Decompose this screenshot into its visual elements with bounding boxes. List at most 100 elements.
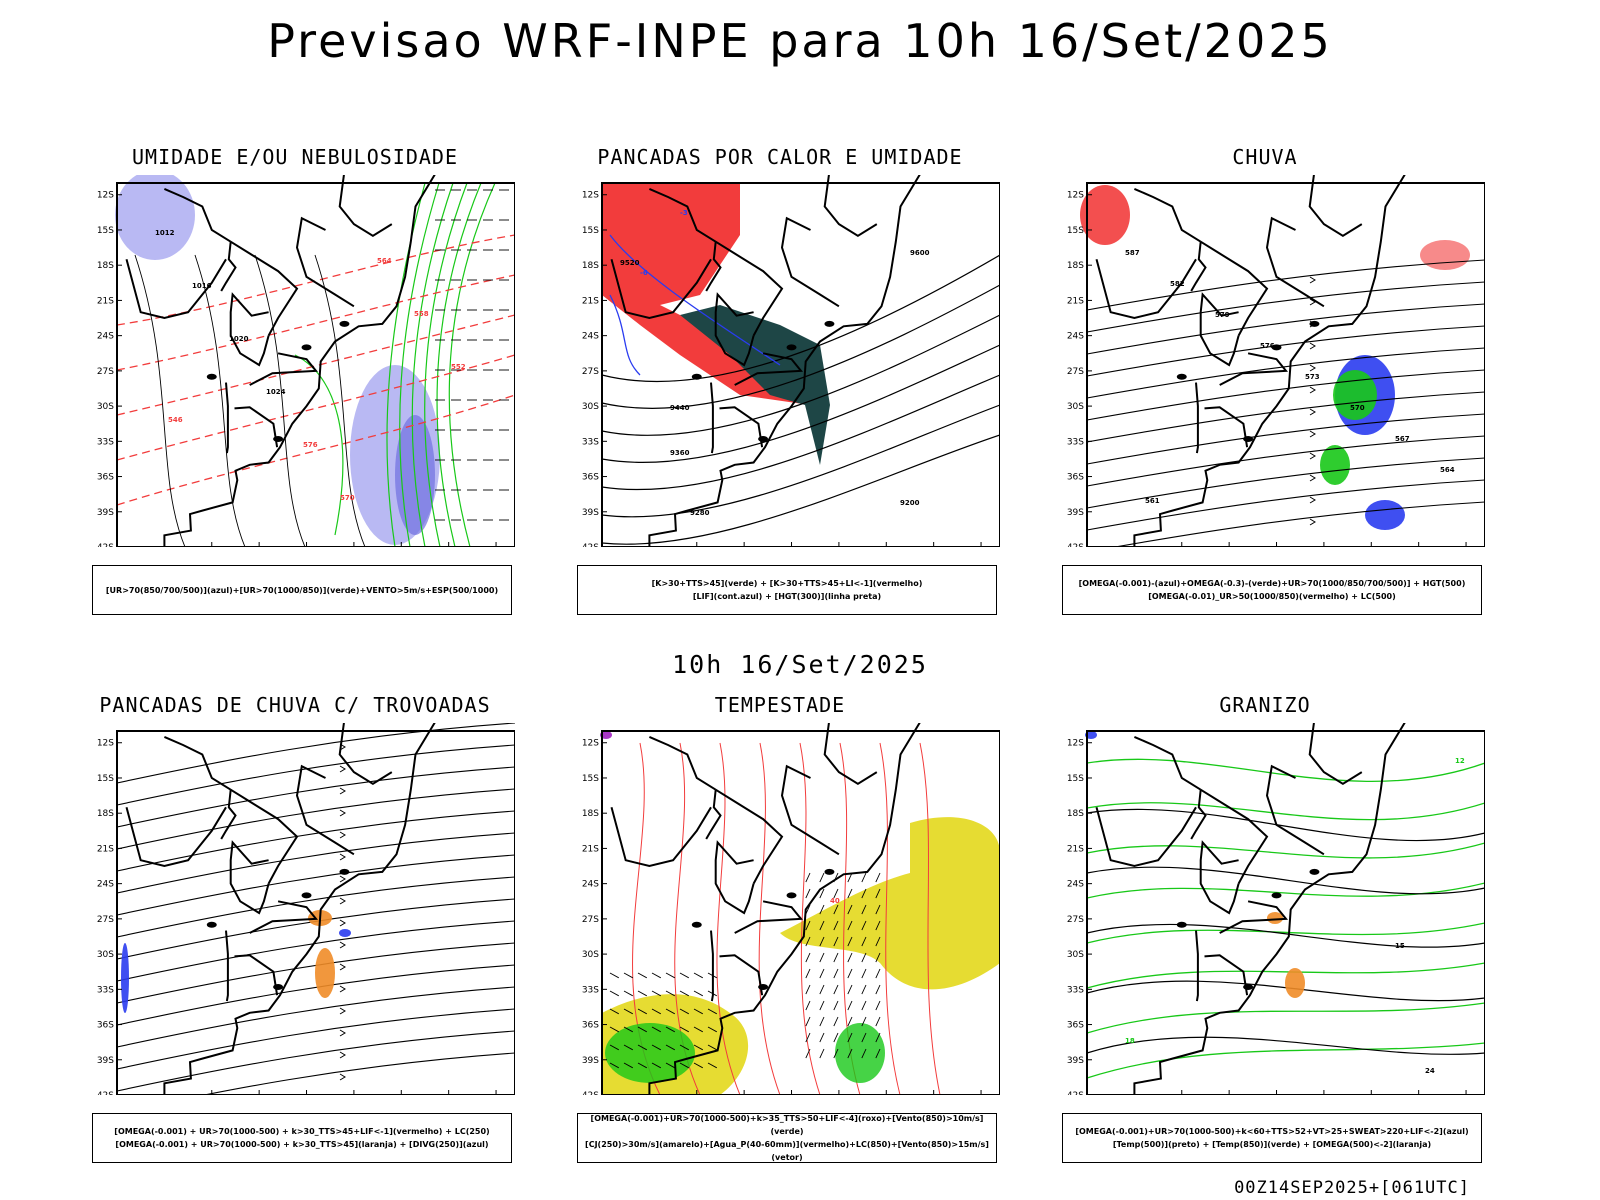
wind-vector	[833, 888, 839, 899]
lat-label: 27S	[1067, 915, 1084, 925]
precipitable-water-contour	[919, 742, 941, 1095]
contour-label: 567	[1395, 435, 1410, 443]
lat-label: 18S	[582, 809, 599, 819]
streamline-arrow	[1309, 474, 1316, 482]
country-border	[1134, 187, 1202, 243]
humidity-contour-green	[399, 182, 440, 547]
country-border	[710, 382, 714, 454]
wind-vector	[875, 936, 881, 947]
streamline	[1086, 413, 1485, 465]
lat-label: 42S	[97, 543, 114, 547]
contour-label: -6	[640, 269, 648, 277]
streamline	[1086, 325, 1485, 377]
streamline	[116, 788, 515, 850]
map-tempestade: 4012S15S18S21S24S27S30S33S36S39S42S70W65…	[582, 723, 1000, 1095]
wind-vector	[833, 1016, 839, 1027]
wind-vector	[819, 1048, 825, 1059]
country-border	[649, 187, 717, 243]
country-border	[1200, 240, 1269, 337]
streamline	[116, 1008, 515, 1070]
lat-label: 36S	[582, 473, 599, 483]
wind-vector	[819, 1000, 825, 1011]
lat-label: 24S	[97, 880, 114, 890]
country-border	[715, 788, 784, 885]
lake-marker	[206, 373, 217, 380]
streamline-arrow	[1309, 342, 1316, 350]
country-border	[234, 406, 279, 448]
lake-marker	[786, 344, 797, 351]
streamline	[1086, 369, 1485, 421]
lat-label: 39S	[582, 1056, 599, 1066]
country-border	[1195, 930, 1199, 1002]
temp-500-contour	[1086, 1036, 1485, 1055]
lat-label: 27S	[97, 915, 114, 925]
pressure-isobar	[254, 254, 306, 547]
country-border	[338, 723, 393, 785]
contour-label: 558	[414, 310, 429, 318]
lake-marker	[1243, 435, 1254, 442]
streamline	[1086, 391, 1485, 443]
wind-vector	[805, 936, 811, 947]
wind-vector	[805, 1000, 811, 1011]
panel-legend: [OMEGA(-0.001) + UR>70(1000-500) + k>30_…	[92, 1113, 512, 1163]
coastline	[648, 723, 921, 1095]
precipitable-water-contour	[879, 742, 901, 1095]
country-border	[823, 175, 878, 237]
coastline	[1133, 723, 1406, 1095]
wind-vector	[819, 984, 825, 995]
country-border	[230, 240, 299, 337]
height-contour-300	[601, 284, 1000, 409]
lat-label: 30S	[97, 950, 114, 960]
contour-label: 561	[1145, 497, 1160, 505]
divergence-area-blue	[121, 943, 129, 1013]
divergence-area-blue	[339, 929, 351, 937]
panel-tempestade: TEMPESTADE 40 12S 15S 18S 21S 24S 27S 30S 33S 36S…	[545, 693, 1015, 1173]
lat-label: 24S	[1067, 880, 1084, 890]
lat-label: 42S	[582, 543, 599, 547]
country-border	[823, 723, 878, 785]
lat-label: 33S	[97, 985, 114, 995]
map-background	[1087, 731, 1485, 1095]
streamline-arrow	[339, 897, 346, 905]
streamline-arrow	[339, 941, 346, 949]
humidity-contour-green	[424, 182, 468, 547]
lat-label: 30S	[1067, 950, 1084, 960]
coastline	[163, 175, 436, 547]
panel-chuva: CHUVA 587 582 579 576 573 570 567 564 561 12S 15S 1…	[1030, 145, 1500, 625]
streamline	[116, 832, 515, 894]
lat-label: 21S	[97, 296, 114, 306]
streamline-arrow	[339, 985, 346, 993]
wind-vector	[693, 1044, 703, 1051]
lake-marker	[786, 892, 797, 899]
panel-granizo: GRANIZO 12 15 18 24 12S 15S 18S 21S 24S 27S 30S 33S…	[1030, 693, 1500, 1173]
wind-vector	[623, 972, 633, 979]
wind-vector	[679, 1044, 689, 1051]
panel-pancadas-calor: PANCADAS POR CALOR E UMIDADE 9600 9520 944…	[545, 145, 1015, 625]
lat-label: 18S	[1067, 809, 1084, 819]
lat-label: 12S	[97, 191, 114, 201]
temp-850-contour	[1086, 922, 1485, 944]
country-border	[734, 900, 804, 934]
wind-850-area-green	[605, 1023, 695, 1083]
country-border	[1095, 806, 1197, 868]
streamline	[116, 898, 515, 960]
contour-label: 570	[1350, 404, 1365, 412]
lake-marker	[339, 868, 350, 875]
wind-vector	[847, 1032, 853, 1043]
streamline-arrow	[1309, 408, 1316, 416]
precipitable-water-contour	[799, 742, 821, 1095]
temp-850-contour	[1086, 882, 1485, 899]
country-border	[705, 789, 722, 840]
coastline	[163, 723, 436, 1095]
panel-legend: [OMEGA(-0.001)+UR>70(1000-500)+k<60+TTS>…	[1062, 1113, 1482, 1163]
panel-title: PANCADAS POR CALOR E UMIDADE	[597, 145, 963, 169]
lat-label: 12S	[582, 739, 599, 749]
country-border	[1265, 216, 1325, 308]
wind-vector	[637, 1062, 647, 1069]
wind-vector	[679, 1026, 689, 1033]
country-border	[164, 735, 232, 791]
streamline	[116, 964, 515, 1026]
lat-label: 18S	[582, 261, 599, 271]
country-border	[1095, 258, 1197, 320]
lat-label: 42S	[1067, 1091, 1084, 1095]
